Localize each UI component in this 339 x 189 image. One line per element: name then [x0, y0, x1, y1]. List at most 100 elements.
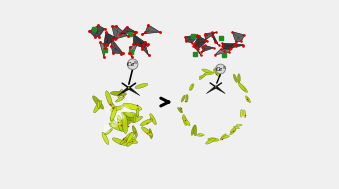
Ellipse shape — [102, 132, 109, 145]
Ellipse shape — [105, 107, 112, 112]
Polygon shape — [195, 36, 207, 49]
Circle shape — [217, 66, 221, 70]
Polygon shape — [142, 42, 148, 55]
Ellipse shape — [93, 96, 104, 109]
Ellipse shape — [106, 91, 112, 106]
Polygon shape — [120, 27, 136, 34]
Ellipse shape — [233, 74, 237, 83]
Polygon shape — [111, 39, 123, 53]
Ellipse shape — [116, 113, 125, 120]
Ellipse shape — [118, 89, 122, 98]
Ellipse shape — [109, 123, 126, 132]
Polygon shape — [100, 42, 107, 57]
Ellipse shape — [141, 127, 153, 136]
Ellipse shape — [198, 133, 204, 136]
Polygon shape — [215, 86, 225, 94]
Ellipse shape — [180, 107, 182, 113]
Ellipse shape — [215, 68, 220, 77]
Circle shape — [129, 61, 133, 65]
Circle shape — [127, 59, 138, 70]
Ellipse shape — [221, 136, 230, 139]
Circle shape — [215, 86, 217, 88]
Circle shape — [216, 64, 225, 74]
Polygon shape — [104, 32, 116, 48]
Ellipse shape — [132, 125, 137, 137]
Circle shape — [128, 87, 130, 89]
Ellipse shape — [243, 110, 246, 118]
Ellipse shape — [236, 124, 242, 126]
Circle shape — [128, 60, 136, 67]
Ellipse shape — [123, 103, 142, 110]
Ellipse shape — [182, 117, 190, 126]
Polygon shape — [231, 44, 243, 48]
Ellipse shape — [132, 116, 143, 123]
Ellipse shape — [191, 84, 194, 90]
Ellipse shape — [136, 108, 139, 117]
Ellipse shape — [240, 85, 247, 93]
Ellipse shape — [199, 75, 204, 80]
Ellipse shape — [133, 115, 136, 123]
Ellipse shape — [104, 123, 110, 133]
Polygon shape — [232, 32, 244, 42]
Ellipse shape — [109, 101, 116, 109]
Ellipse shape — [94, 101, 102, 113]
Ellipse shape — [208, 138, 219, 141]
Polygon shape — [194, 44, 201, 55]
Polygon shape — [222, 43, 236, 51]
Circle shape — [216, 64, 225, 74]
Circle shape — [216, 65, 223, 72]
Ellipse shape — [116, 97, 124, 102]
Polygon shape — [133, 34, 148, 47]
Circle shape — [127, 59, 138, 70]
Ellipse shape — [122, 114, 128, 133]
Polygon shape — [185, 35, 199, 43]
Text: Ce$^{III}$: Ce$^{III}$ — [215, 64, 226, 74]
Ellipse shape — [122, 132, 133, 144]
Ellipse shape — [111, 91, 127, 96]
Ellipse shape — [206, 138, 216, 144]
Ellipse shape — [238, 82, 245, 91]
Ellipse shape — [194, 125, 197, 136]
Ellipse shape — [126, 92, 131, 102]
Polygon shape — [118, 87, 130, 96]
Ellipse shape — [110, 107, 117, 121]
Ellipse shape — [110, 118, 117, 125]
Ellipse shape — [135, 83, 148, 88]
Ellipse shape — [186, 94, 188, 102]
Polygon shape — [212, 32, 219, 45]
Ellipse shape — [123, 138, 138, 143]
Ellipse shape — [149, 129, 152, 139]
Ellipse shape — [123, 114, 135, 127]
Ellipse shape — [197, 134, 203, 136]
Ellipse shape — [127, 132, 134, 143]
Ellipse shape — [97, 100, 100, 109]
Polygon shape — [142, 25, 160, 34]
Ellipse shape — [191, 125, 196, 135]
Ellipse shape — [213, 69, 221, 77]
Ellipse shape — [105, 129, 113, 135]
Polygon shape — [89, 25, 105, 37]
Polygon shape — [201, 45, 214, 52]
Ellipse shape — [123, 115, 131, 121]
Polygon shape — [215, 49, 230, 55]
Ellipse shape — [140, 119, 153, 126]
Ellipse shape — [112, 138, 127, 146]
Ellipse shape — [127, 136, 136, 146]
Ellipse shape — [121, 112, 139, 117]
Ellipse shape — [238, 74, 240, 83]
Ellipse shape — [220, 134, 226, 140]
Ellipse shape — [230, 127, 236, 133]
Ellipse shape — [199, 75, 206, 78]
Ellipse shape — [234, 126, 239, 129]
Ellipse shape — [189, 84, 193, 90]
Ellipse shape — [122, 106, 131, 113]
Ellipse shape — [240, 109, 243, 117]
Ellipse shape — [247, 97, 251, 103]
Polygon shape — [205, 32, 216, 40]
Ellipse shape — [150, 114, 156, 125]
Polygon shape — [129, 44, 137, 57]
Ellipse shape — [117, 115, 123, 131]
Ellipse shape — [120, 138, 126, 145]
Ellipse shape — [183, 115, 187, 125]
Ellipse shape — [245, 96, 249, 102]
